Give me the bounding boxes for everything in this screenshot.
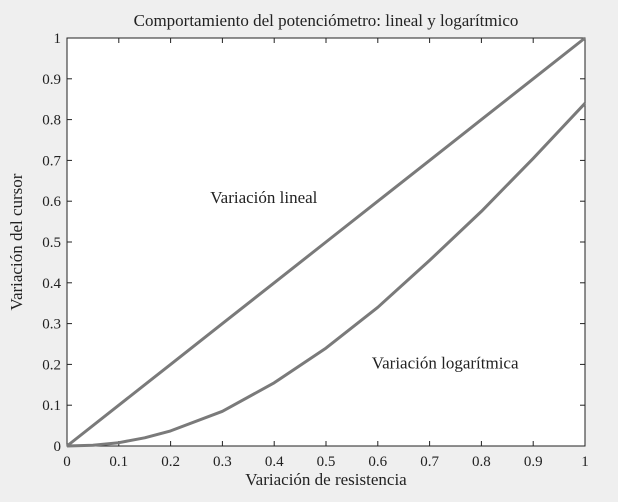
series-line-2 — [66, 102, 587, 448]
annotation-label: Variación lineal — [210, 188, 317, 207]
y-tick-label: 0.4 — [42, 276, 61, 292]
y-tick-label: 0.7 — [42, 153, 61, 169]
axis-ticks: 0 0.1 0.2 0.3 0.4 0.5 0.6 0.7 0.8 0.9 1 0 0.1 0.2 0.3 0… — [42, 31, 589, 470]
series-line-1 — [66, 36, 586, 448]
y-tick-label: 1 — [54, 31, 62, 47]
annotation-label: Variación logarítmica — [372, 353, 519, 372]
y-tick-label: 0.3 — [42, 317, 61, 333]
y-axis-label: Variación del cursor — [7, 173, 26, 310]
y-tick-label: 0 — [54, 439, 62, 455]
x-tick-label: 0.7 — [420, 454, 439, 470]
y-tick-label: 0.1 — [42, 398, 61, 414]
x-tick-label: 0.8 — [472, 454, 491, 470]
x-tick-label: 0.5 — [317, 454, 336, 470]
x-tick-label: 1 — [581, 454, 589, 470]
labels-group: Variación lineal Variación logarítmica — [210, 188, 519, 372]
x-tick-label: 0 — [63, 454, 71, 470]
y-tick-label: 0.9 — [42, 72, 61, 88]
chart-title: Comportamiento del potenciómetro: lineal… — [134, 11, 519, 30]
x-tick-label: 0.9 — [524, 454, 543, 470]
x-tick-label: 0.4 — [265, 454, 284, 470]
series-group — [66, 36, 587, 448]
y-tick-label: 0.5 — [42, 235, 61, 251]
x-axis-label: Variación de resistencia — [245, 470, 407, 489]
y-tick-label: 0.6 — [42, 194, 61, 210]
y-tick-label: 0.2 — [42, 357, 61, 373]
x-tick-label: 0.3 — [213, 454, 232, 470]
y-tick-label: 0.8 — [42, 113, 61, 129]
x-tick-label: 0.1 — [109, 454, 128, 470]
x-tick-label: 0.6 — [368, 454, 387, 470]
x-tick-label: 0.2 — [161, 454, 180, 470]
